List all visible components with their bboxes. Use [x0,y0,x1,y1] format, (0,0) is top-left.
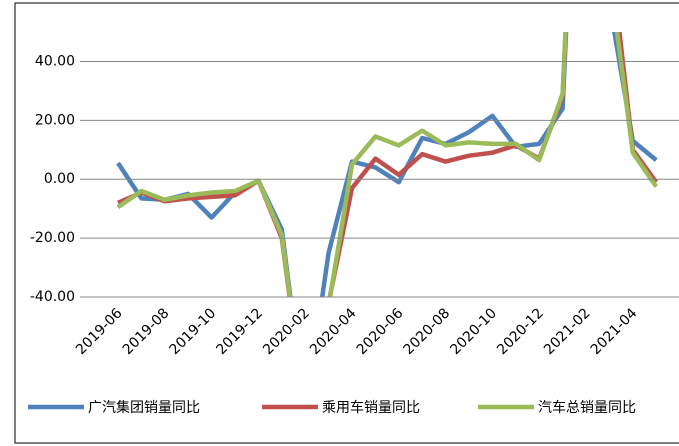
x-tick-label: 2019-06 [73,305,126,358]
x-tick-label: 2019-08 [120,305,173,358]
series-line [116,32,658,297]
legend-label: 乘用车销量同比 [322,399,420,416]
x-tick-label: 2019-12 [213,305,266,358]
x-tick-label: 2020-02 [260,305,313,358]
y-tick-label: 40.00 [35,53,75,69]
series-line [117,32,659,297]
x-tick-label: 2021-02 [541,305,594,358]
series-line [116,32,659,297]
x-tick-label: 2019-10 [167,305,220,358]
x-tick-label: 2020-04 [307,305,360,358]
y-tick-label: 0.00 [44,171,75,187]
x-tick-label: 2021-04 [588,305,641,358]
plot-area [116,32,659,297]
x-tick-label: 2020-10 [447,305,500,358]
y-tick-label: -40.00 [30,289,75,305]
x-tick-label: 2020-08 [401,305,454,358]
x-tick-label: 2020-12 [494,305,547,358]
y-tick-label: 20.00 [35,112,75,128]
x-tick-label: 2020-06 [354,305,407,358]
legend-label: 广汽集团销量同比 [88,399,200,416]
chart-frame [14,2,679,444]
legend-label: 汽车总销量同比 [538,399,636,416]
y-tick-label: -20.00 [30,230,75,246]
